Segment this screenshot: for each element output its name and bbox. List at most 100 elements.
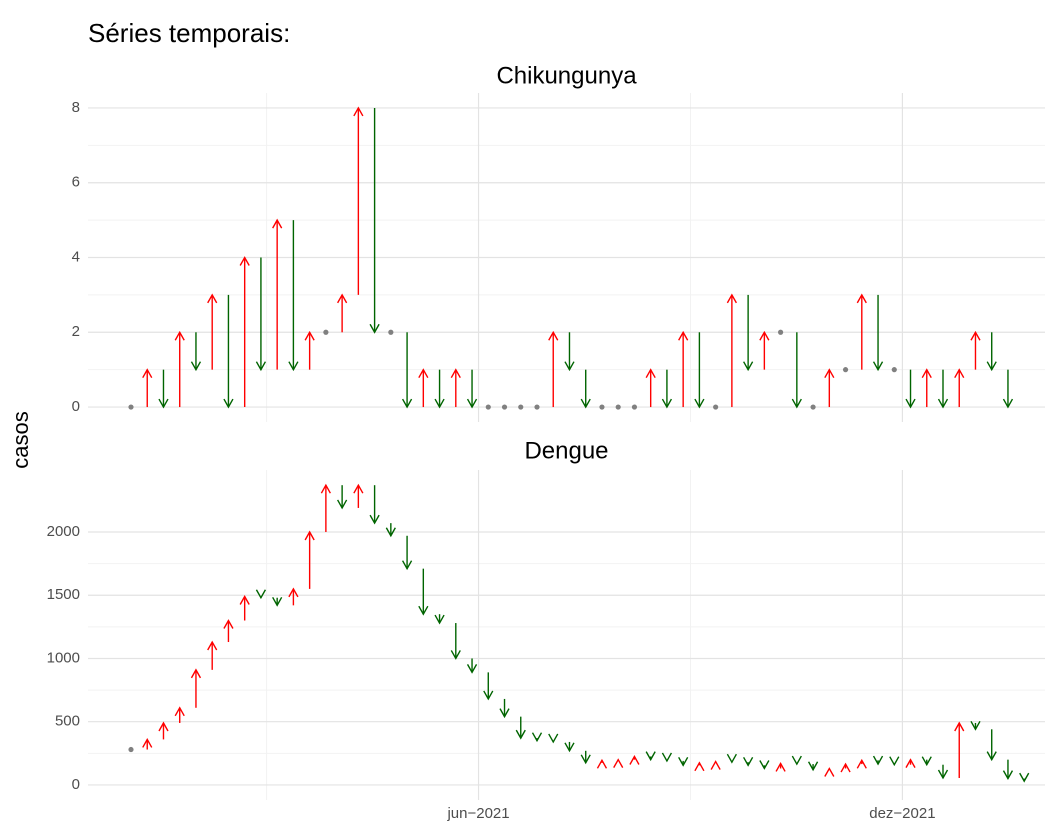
- y-tick-label: 1000: [47, 649, 80, 666]
- arrow: [759, 330, 770, 370]
- y-tick-label: 4: [72, 248, 80, 265]
- arrow: [418, 568, 429, 616]
- point: [485, 404, 491, 410]
- arrow: [970, 330, 981, 370]
- arrow: [337, 485, 348, 510]
- arrow: [1002, 759, 1014, 781]
- point: [615, 404, 621, 410]
- arrow: [872, 755, 884, 766]
- arrow: [353, 106, 364, 295]
- arrow: [499, 698, 510, 719]
- y-tick-label: 2000: [47, 523, 80, 540]
- arrow: [596, 758, 608, 769]
- arrow: [158, 369, 169, 409]
- arrow: [937, 369, 949, 409]
- arrow: [207, 640, 218, 670]
- arrow: [889, 756, 900, 767]
- arrow: [824, 767, 835, 777]
- arrow: [434, 369, 445, 409]
- arrow: [872, 294, 884, 372]
- point: [891, 367, 897, 373]
- arrow: [726, 293, 737, 408]
- arrow: [694, 332, 705, 409]
- arrow: [791, 755, 802, 766]
- y-axis-label: casos: [8, 411, 33, 468]
- arrow: [710, 760, 721, 770]
- arrow: [840, 762, 851, 773]
- arrow: [304, 530, 315, 589]
- arrow: [921, 368, 932, 408]
- y-tick-label: 1500: [47, 586, 80, 603]
- arrow: [661, 752, 673, 763]
- arrow: [775, 762, 786, 772]
- arrow: [743, 294, 754, 372]
- y-tick-label: 0: [72, 776, 80, 793]
- arrow: [272, 596, 283, 607]
- arrow: [304, 330, 315, 370]
- arrow: [158, 721, 169, 740]
- arrow: [678, 756, 689, 767]
- arrow: [401, 332, 413, 409]
- point: [388, 329, 394, 335]
- facet-title: Dengue: [524, 437, 608, 464]
- arrow: [905, 758, 916, 768]
- arrow: [564, 332, 575, 372]
- arrow: [1002, 369, 1014, 409]
- arrow: [223, 294, 234, 409]
- arrow: [694, 761, 705, 772]
- arrow: [434, 614, 445, 625]
- y-tick-label: 6: [72, 174, 80, 191]
- arrow: [190, 332, 202, 372]
- arrow: [255, 589, 267, 600]
- arrow: [450, 368, 461, 408]
- arrow: [369, 107, 380, 334]
- arrow: [856, 293, 867, 370]
- arrow: [401, 535, 413, 571]
- arrow: [142, 737, 153, 750]
- point: [599, 404, 605, 410]
- arrow: [255, 257, 267, 372]
- arrow: [856, 758, 867, 769]
- arrow: [580, 750, 591, 765]
- arrow: [466, 369, 478, 409]
- arrow: [174, 706, 185, 723]
- arrow: [954, 368, 965, 408]
- arrow: [564, 741, 575, 753]
- point: [501, 404, 508, 410]
- point: [128, 404, 134, 410]
- point: [323, 329, 329, 335]
- y-tick-label: 8: [72, 99, 80, 116]
- arrow: [174, 330, 185, 408]
- x-tick-label: jun−2021: [446, 805, 509, 822]
- arrow: [629, 755, 640, 765]
- arrow: [337, 293, 348, 333]
- arrow: [288, 220, 299, 372]
- arrow: [515, 716, 526, 740]
- arrow: [986, 332, 997, 372]
- arrow: [613, 758, 624, 768]
- arrow: [905, 369, 916, 409]
- arrow: [353, 483, 364, 508]
- arrow: [661, 369, 673, 409]
- arrow: [207, 293, 218, 370]
- arrow: [726, 753, 737, 764]
- point: [713, 404, 719, 410]
- y-tick-label: 0: [72, 398, 80, 415]
- y-tick-label: 2: [72, 323, 80, 340]
- arrow: [531, 732, 543, 743]
- arrow: [190, 668, 202, 708]
- arrow: [142, 368, 153, 408]
- arrow: [239, 595, 250, 621]
- arrow: [743, 756, 754, 767]
- arrow: [1019, 772, 1030, 783]
- facet-title: Chikungunya: [496, 62, 637, 89]
- arrow: [483, 672, 494, 701]
- arrow: [548, 733, 559, 744]
- arrow: [580, 369, 591, 409]
- arrow: [937, 764, 949, 780]
- point: [778, 329, 784, 335]
- arrow: [921, 756, 932, 767]
- arrow: [824, 368, 835, 408]
- arrow: [645, 751, 656, 762]
